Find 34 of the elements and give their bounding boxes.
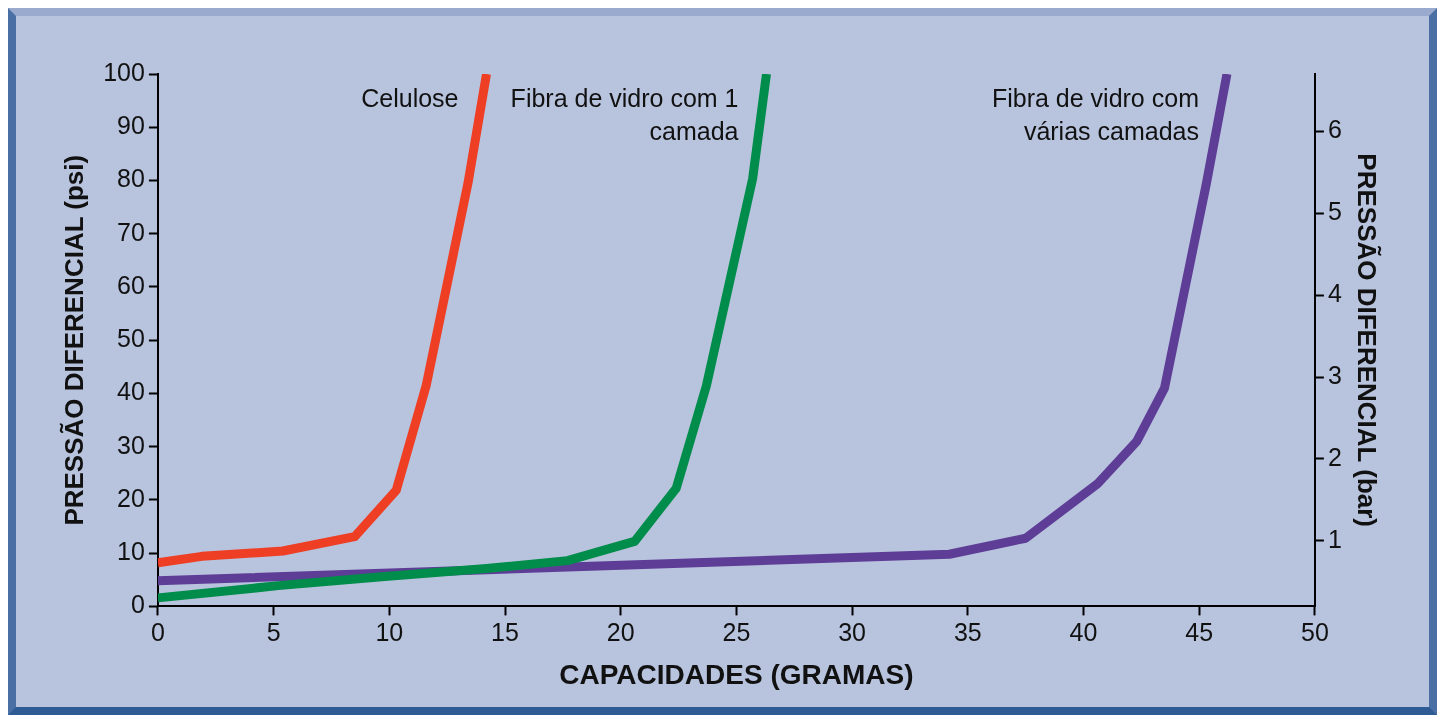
x-tick-label: 50 [1300,618,1329,647]
y2-axis-title: PRESSÃO DIFERENCIAL (bar) [1352,153,1383,528]
y-tick-label: 100 [103,57,145,86]
series-label: Fibra de vidro com várias camadas [991,84,1199,146]
y-axis-title: PRESSÃO DIFERENCIAL (psi) [58,154,89,526]
x-tick-label: 35 [953,618,982,647]
y-tick-label: 20 [117,483,145,512]
y-tick-label: 30 [117,430,145,459]
y2-tick-label: 2 [1327,442,1342,471]
y-tick-label: 50 [117,324,145,353]
x-tick-label: 5 [266,618,281,647]
x-tick-label: 0 [150,618,165,647]
y2-tick-label: 5 [1327,197,1342,226]
x-tick-label: 40 [1069,618,1098,647]
y2-tick-label: 4 [1327,279,1342,308]
y-tick-label: 70 [117,217,145,246]
x-tick-label: 10 [375,618,404,647]
x-tick-label: 20 [606,618,635,647]
x-tick-label: 25 [722,618,751,647]
series-label: Fibra de vidro com 1 camada [510,84,739,146]
x-tick-label: 30 [838,618,867,647]
y2-tick-label: 6 [1327,115,1342,144]
x-tick-label: 45 [1185,618,1214,647]
y-tick-label: 60 [117,270,145,299]
x-axis-title: CAPACIDADES (GRAMAS) [559,658,914,690]
y-tick-label: 90 [117,111,145,140]
y-tick-label: 0 [131,590,145,619]
y-tick-label: 40 [117,377,145,406]
y2-tick-label: 3 [1327,360,1342,389]
series-label: Celulose [361,84,459,113]
x-tick-label: 15 [491,618,519,647]
y2-tick-label: 1 [1327,524,1342,553]
y-tick-label: 10 [117,537,145,566]
y-tick-label: 80 [117,164,145,193]
